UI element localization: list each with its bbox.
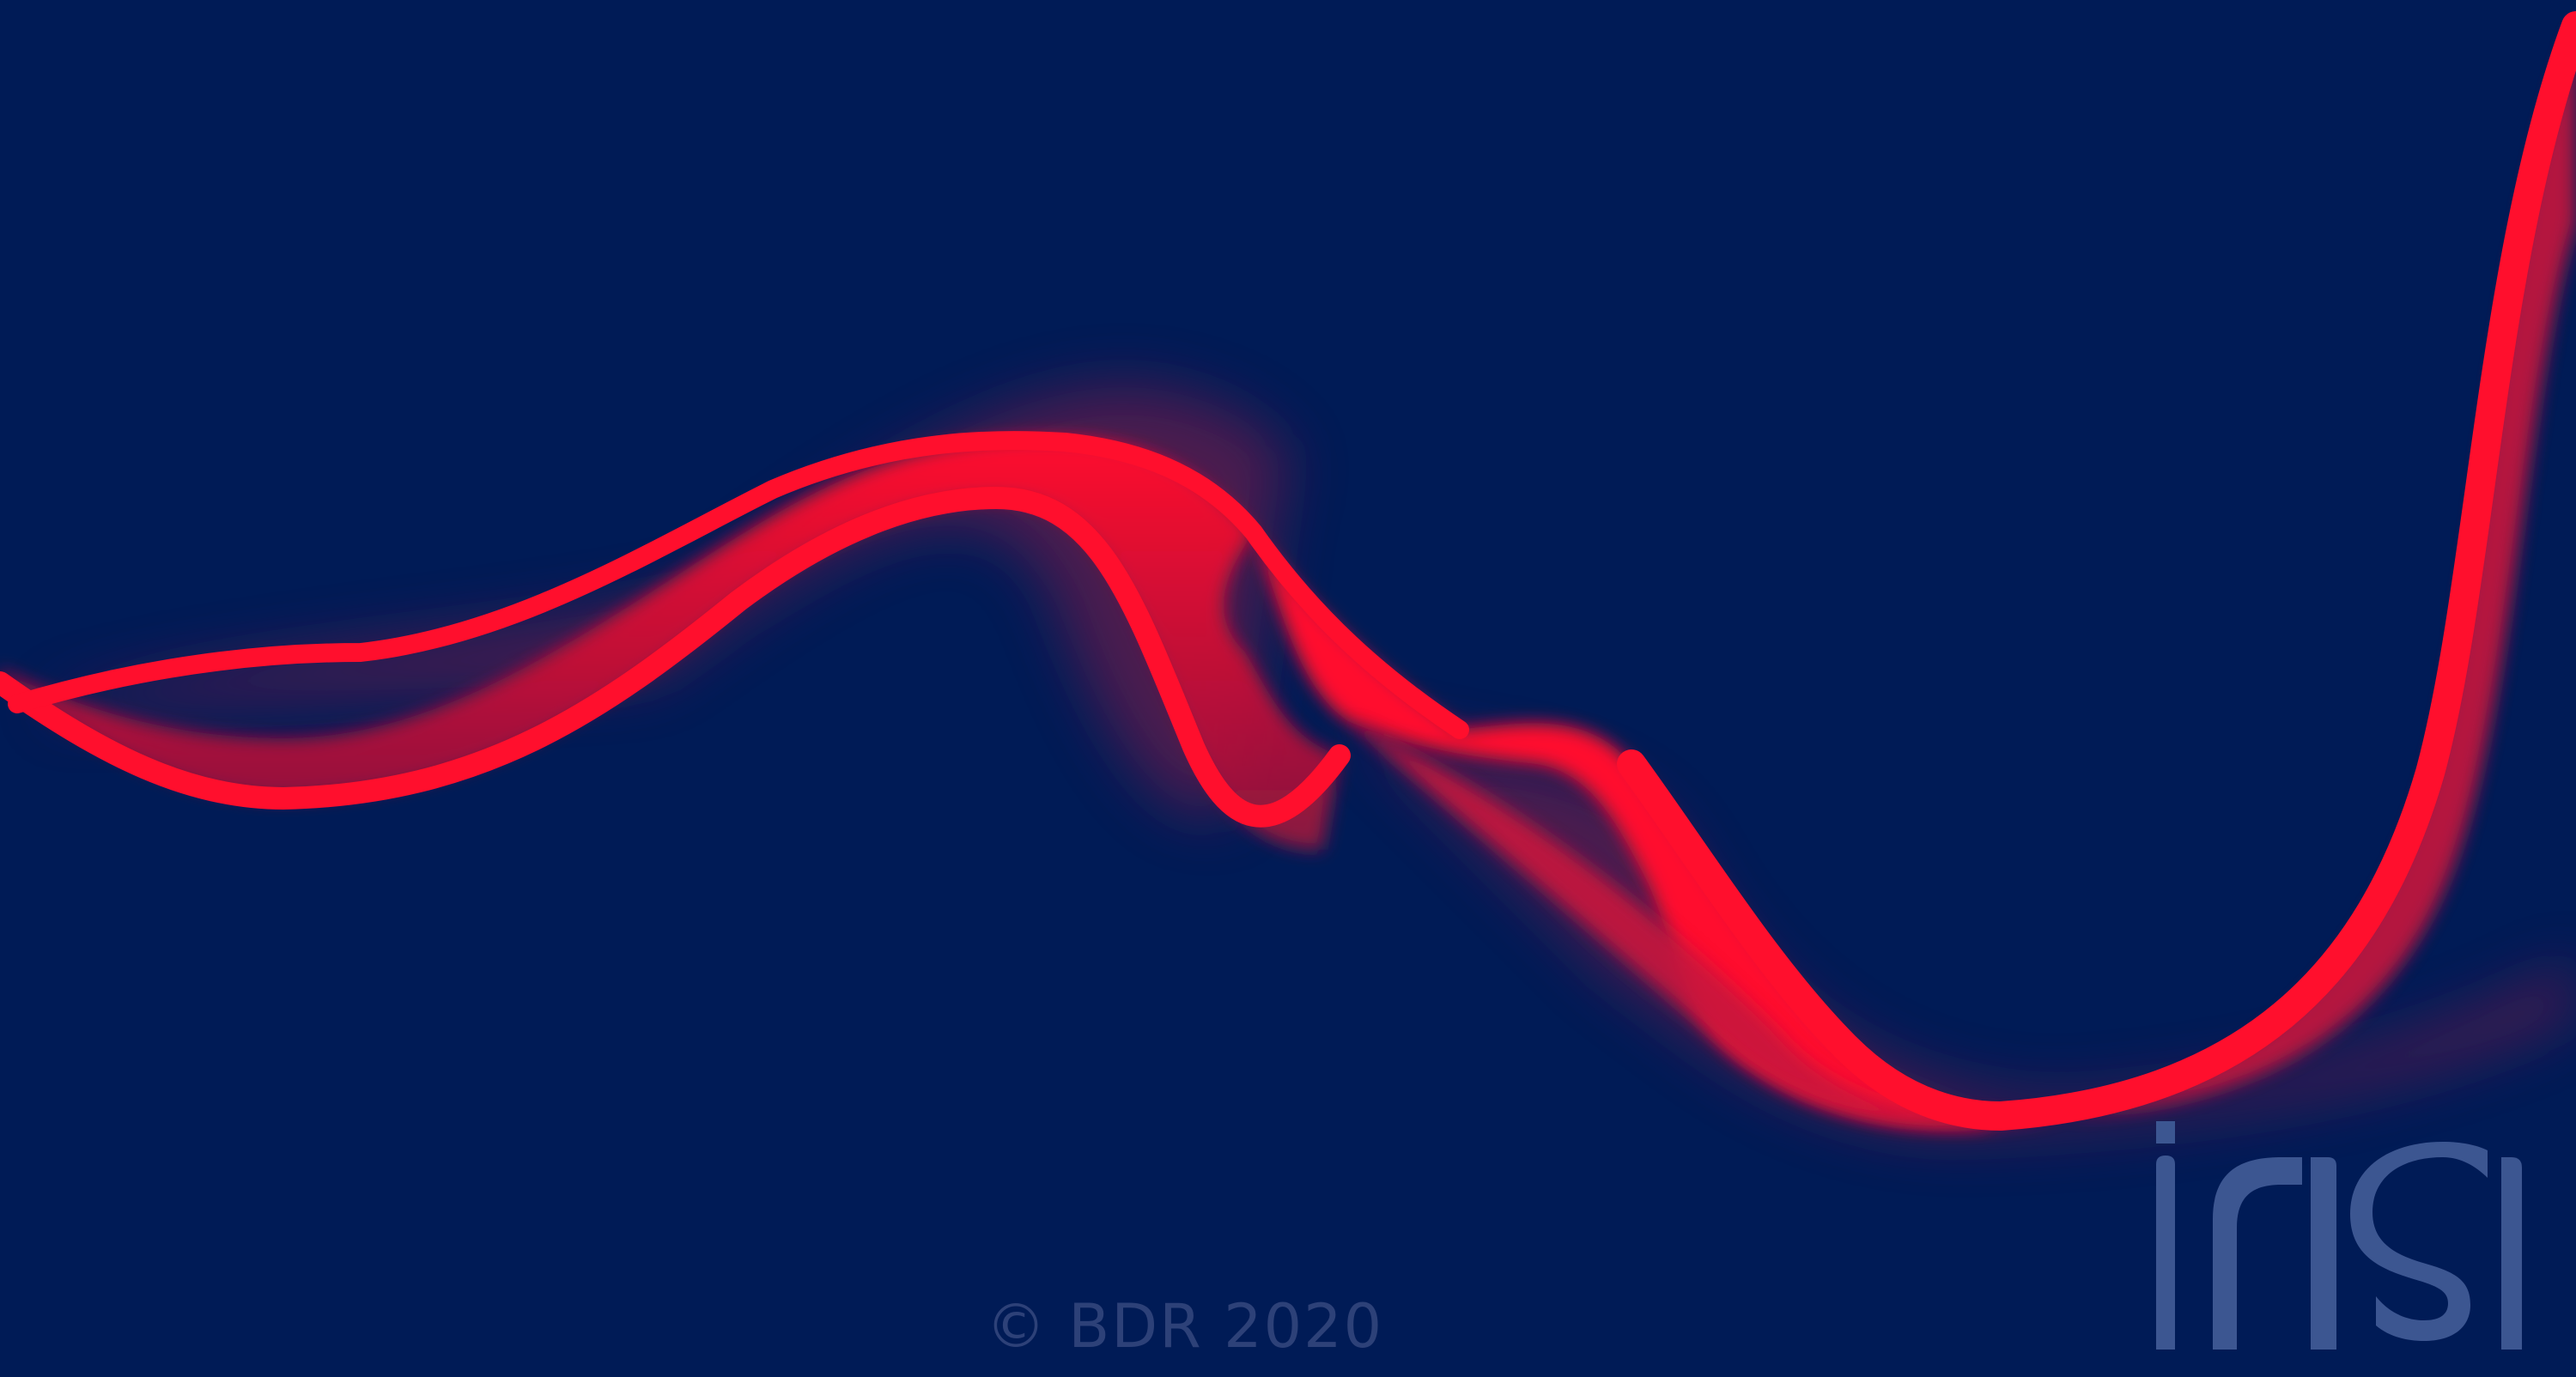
ribbon-right-edge xyxy=(1617,11,2576,1131)
ribbon-upper-edge xyxy=(8,431,1469,739)
insi-logo xyxy=(2156,1121,2522,1350)
ribbon-top-edge xyxy=(0,486,1351,828)
copyright-text: © BDR 2020 xyxy=(986,1291,1384,1362)
ribbon-mid xyxy=(1254,532,1992,1126)
ribbon-lower xyxy=(1348,26,2576,1126)
